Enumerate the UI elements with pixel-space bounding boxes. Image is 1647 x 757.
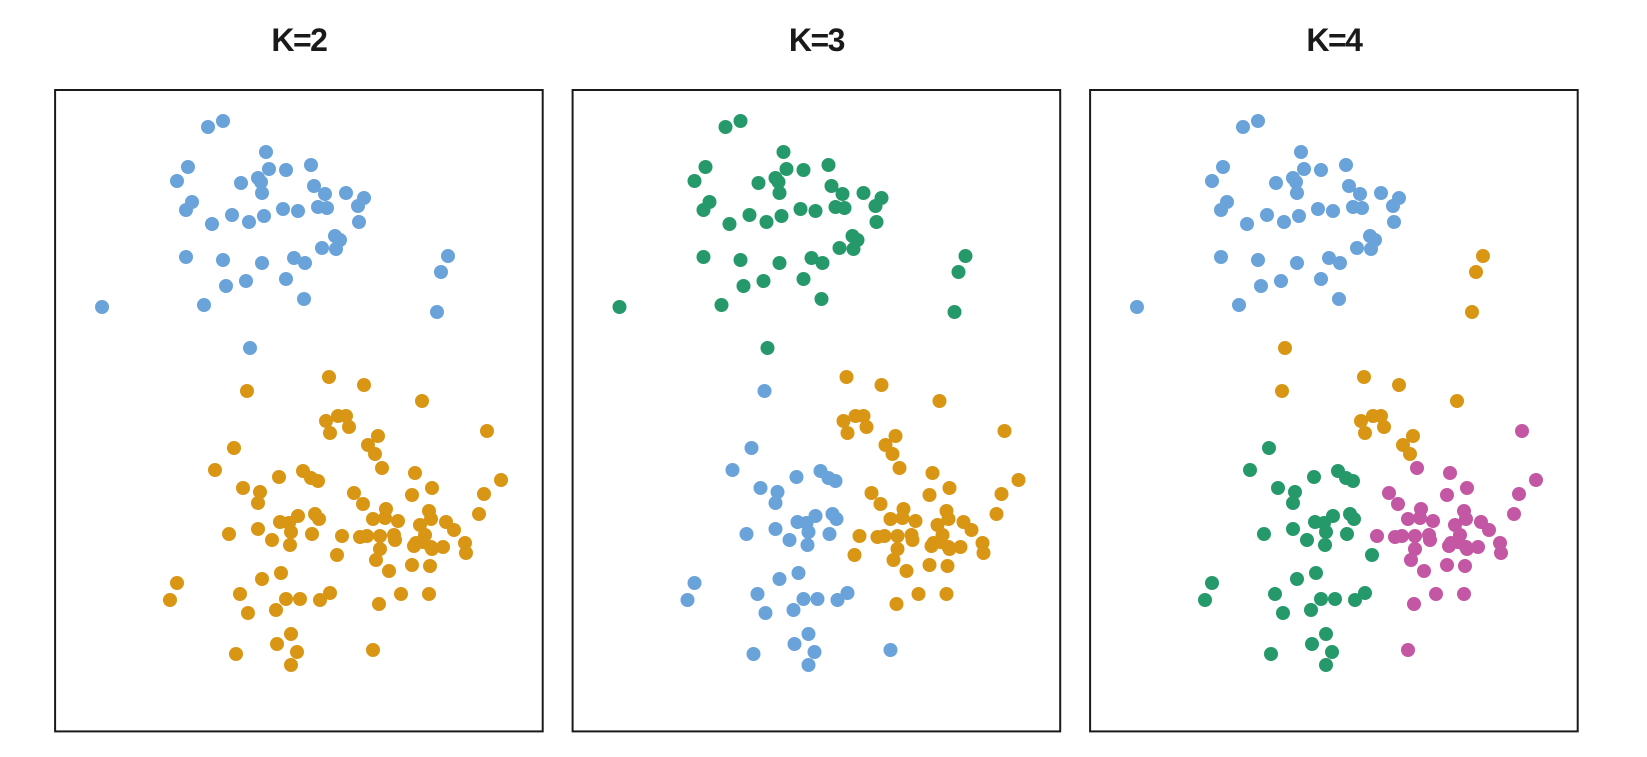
svg-text:K=2: K=2 [271,22,327,58]
svg-text:K=3: K=3 [789,22,845,58]
svg-text:K=4: K=4 [1306,22,1363,58]
